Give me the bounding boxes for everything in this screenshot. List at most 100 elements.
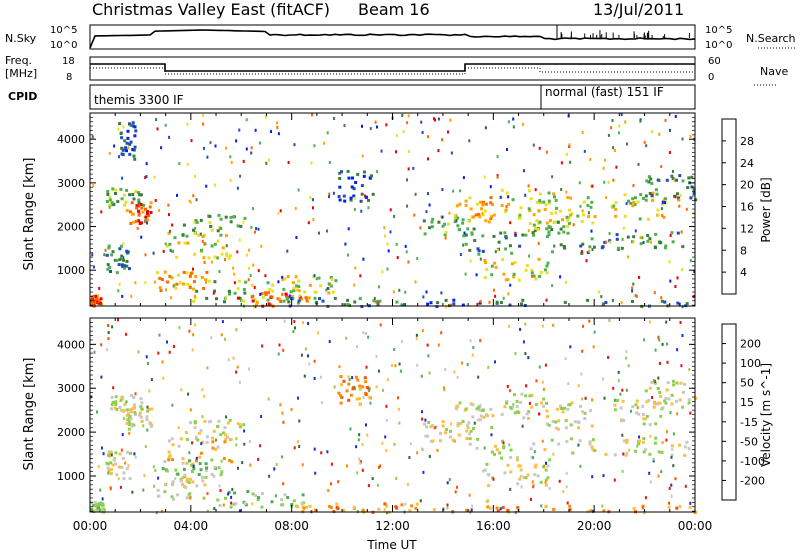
heatmap-cell [191, 470, 194, 473]
heatmap-cell [195, 198, 198, 202]
heatmap-cell [568, 504, 572, 508]
nsearch-tick-bottom: 10^0 [705, 40, 732, 51]
heatmap-cell [561, 410, 565, 414]
heatmap-cell [453, 220, 457, 224]
heatmap-cell [107, 244, 111, 248]
heatmap-cell [317, 331, 320, 335]
heatmap-cell [531, 231, 535, 235]
heatmap-cell [237, 466, 239, 470]
heatmap-cell [557, 231, 561, 235]
heatmap-cell [320, 451, 323, 455]
heatmap-cell [485, 500, 488, 503]
heatmap-cell [678, 302, 681, 306]
heatmap-cell [333, 385, 336, 389]
heatmap-cell [477, 213, 481, 216]
heatmap-cell [654, 188, 658, 192]
heatmap-cell [268, 158, 270, 162]
heatmap-cell [282, 348, 285, 352]
heatmap-cell [454, 490, 457, 494]
heatmap-cell [232, 215, 236, 219]
heatmap-cell [494, 360, 496, 364]
heatmap-cell [137, 350, 140, 354]
heatmap-cell [471, 403, 475, 407]
heatmap-cell [689, 259, 692, 262]
heatmap-cell [113, 258, 117, 262]
heatmap-cell [182, 467, 186, 471]
heatmap-cell [567, 382, 570, 385]
heatmap-cell [170, 276, 174, 280]
heatmap-cell [430, 225, 434, 229]
heatmap-cell [314, 471, 317, 475]
heatmap-cell [337, 195, 341, 198]
heatmap-cell [129, 410, 133, 414]
heatmap-cell [679, 194, 682, 198]
colorbar-tick-label: -100 [740, 455, 765, 468]
y-tick-label: 3000 [57, 382, 85, 395]
heatmap-cell [484, 126, 487, 130]
heatmap-cell [219, 233, 223, 237]
heatmap-cell [347, 176, 351, 180]
heatmap-cell [194, 294, 196, 298]
heatmap-cell [461, 218, 465, 222]
heatmap-cell [527, 184, 530, 188]
heatmap-cell [602, 166, 605, 170]
heatmap-cell [248, 266, 250, 270]
heatmap-cell [407, 167, 410, 171]
heatmap-cell [90, 300, 94, 304]
heatmap-cell [360, 184, 364, 188]
heatmap-cell [378, 369, 380, 373]
heatmap-cell [665, 388, 669, 392]
heatmap-cell [629, 201, 633, 205]
heatmap-cell [146, 409, 150, 413]
heatmap-cell [541, 324, 544, 328]
heatmap-cell [338, 365, 341, 369]
heatmap-cell [199, 451, 203, 455]
heatmap-cell [602, 377, 604, 381]
heatmap-cell [551, 250, 554, 254]
heatmap-cell [534, 226, 537, 230]
heatmap-cell [546, 476, 550, 480]
heatmap-cell [395, 242, 398, 246]
heatmap-cell [499, 231, 503, 235]
heatmap-cell [96, 298, 100, 302]
heatmap-cell [222, 431, 226, 435]
heatmap-cell [544, 478, 548, 482]
heatmap-cell [559, 227, 563, 231]
heatmap-cell [559, 275, 562, 279]
heatmap-cell [532, 213, 536, 217]
heatmap-cell [287, 295, 291, 299]
heatmap-cell [497, 248, 499, 252]
heatmap-cell [603, 180, 606, 184]
heatmap-cell [668, 151, 671, 154]
heatmap-cell [471, 353, 474, 357]
heatmap-cell [307, 221, 310, 225]
heatmap-cell [449, 435, 452, 439]
heatmap-cell [277, 280, 280, 284]
heatmap-cell [192, 280, 196, 284]
date-label: 13/Jul/2011 [593, 0, 684, 19]
heatmap-cell [534, 277, 538, 281]
heatmap-cell [297, 285, 301, 289]
cpid-label: CPID [8, 90, 37, 103]
heatmap-cell [125, 209, 129, 213]
heatmap-cell [171, 458, 174, 462]
heatmap-cell [690, 175, 694, 179]
heatmap-cell [120, 465, 124, 469]
heatmap-cell [154, 199, 157, 202]
heatmap-cell [298, 294, 301, 298]
heatmap-cell [178, 162, 181, 165]
heatmap-cell [504, 208, 508, 212]
heatmap-cell [518, 477, 522, 481]
heatmap-cell [160, 509, 163, 513]
heatmap-cell [490, 264, 494, 268]
heatmap-cell [107, 469, 111, 472]
heatmap-cell [613, 478, 616, 482]
heatmap-cell [216, 498, 220, 502]
heatmap-cell [171, 480, 175, 484]
heatmap-cell [425, 290, 428, 294]
heatmap-cell [362, 257, 365, 261]
heatmap-cell [308, 283, 312, 287]
heatmap-cell [631, 300, 634, 303]
heatmap-cell [114, 403, 118, 406]
heatmap-cell [171, 249, 174, 253]
